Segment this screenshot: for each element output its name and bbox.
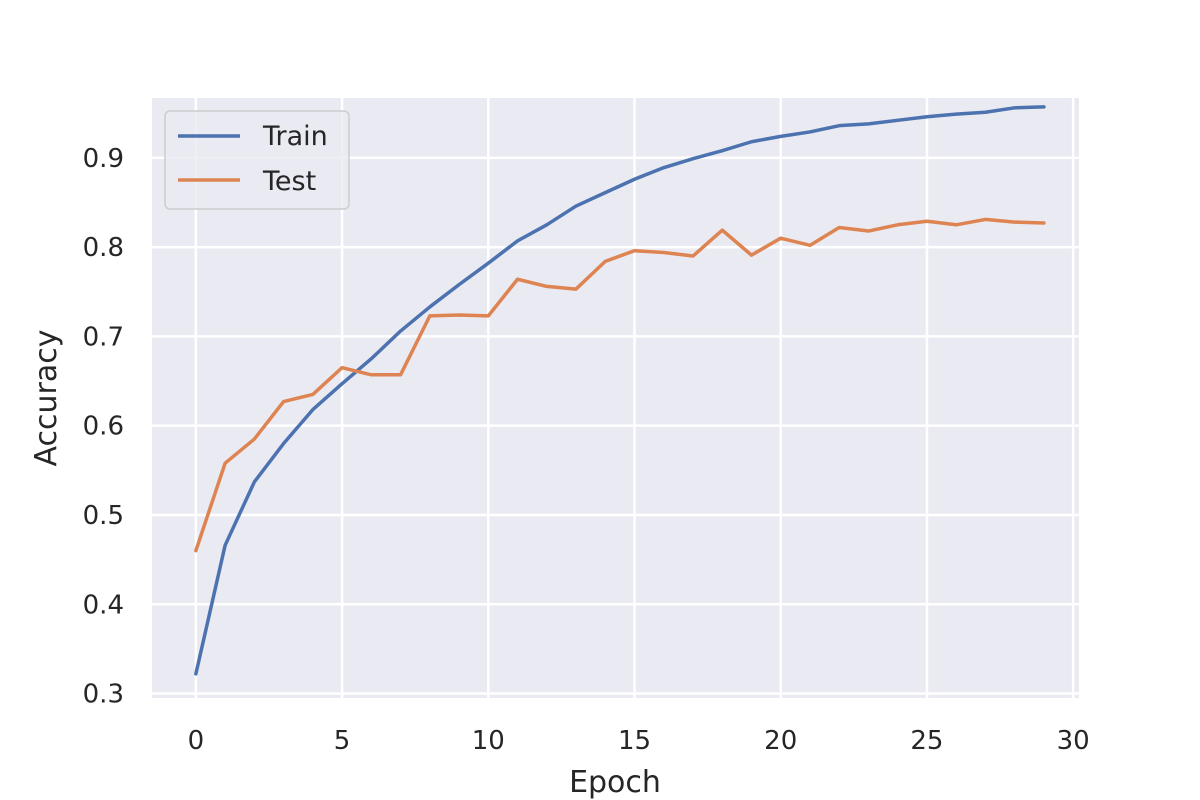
legend-label-test: Test — [262, 166, 316, 197]
y-tick-label: 0.9 — [83, 144, 124, 174]
tick-labels: 0 5 10 15 20 25 30 0.3 0.4 0.5 0.6 0.7 0.8 0.9 — [83, 144, 1090, 756]
x-tick-label: 15 — [618, 726, 651, 756]
y-tick-label: 0.7 — [83, 322, 124, 352]
legend-label-train: Train — [262, 121, 328, 152]
series-lines — [194, 105, 1046, 676]
x-tick-label: 30 — [1057, 726, 1090, 756]
y-tick-label: 0.8 — [83, 233, 124, 263]
y-axis-label: Accuracy — [29, 330, 64, 467]
x-tick-label: 10 — [472, 726, 505, 756]
x-tick-label: 0 — [188, 726, 205, 756]
x-tick-label: 20 — [764, 726, 797, 756]
grid-lines — [152, 98, 1079, 698]
series-line-test — [194, 217, 1046, 553]
legend: Train Test — [164, 110, 350, 210]
y-tick-label: 0.3 — [83, 680, 124, 710]
x-axis-label: Epoch — [569, 765, 661, 800]
y-tick-label: 0.5 — [83, 501, 124, 531]
x-tick-label: 5 — [334, 726, 351, 756]
x-tick-label: 25 — [910, 726, 943, 756]
y-tick-label: 0.6 — [83, 412, 124, 442]
y-tick-label: 0.4 — [83, 590, 124, 620]
series-line-train — [194, 105, 1046, 676]
